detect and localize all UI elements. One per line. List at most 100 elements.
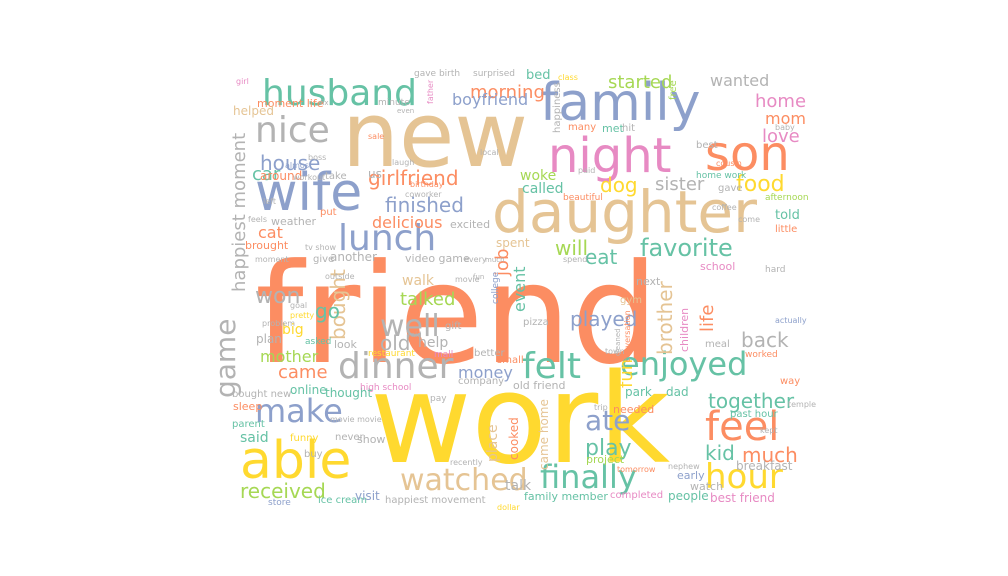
word-car: car: [252, 164, 281, 185]
word-home-work: home work: [696, 171, 747, 181]
word-pizza: pizza: [523, 317, 549, 328]
word-delicious: delicious: [372, 213, 442, 232]
word-walk: walk: [402, 273, 435, 289]
word-big: big: [282, 322, 304, 338]
word-money: money: [458, 363, 513, 382]
word-finally: finally: [540, 458, 637, 496]
word-will: will: [555, 236, 588, 260]
word-old-friend: old friend: [513, 379, 565, 392]
word-family-member: family member: [524, 490, 608, 503]
word-night: night: [548, 128, 671, 184]
word-asked: asked: [305, 337, 331, 347]
word-afternoon: afternoon: [765, 193, 809, 203]
word-local: local: [480, 148, 499, 157]
word-dad: dad: [666, 385, 689, 399]
word-tomorrow: tomorrow: [617, 465, 656, 474]
word-town: town: [605, 347, 625, 356]
word-give: give: [313, 254, 334, 265]
word-buy: buy: [304, 449, 323, 460]
word-felt: felt: [522, 346, 581, 387]
word-look: look: [334, 338, 358, 351]
word-helped: helped: [233, 104, 274, 118]
word-take: take: [325, 171, 347, 182]
word-surprised: surprised: [473, 69, 515, 79]
word-spent: spent: [496, 236, 530, 250]
word-paid: paid: [578, 166, 595, 175]
word-project: project: [586, 453, 625, 466]
word-small: small: [497, 355, 524, 366]
word-cat: cat: [258, 223, 283, 242]
word-coffee: coffee: [712, 203, 737, 212]
word-nephew: nephew: [668, 462, 700, 471]
word-dollar: dollar: [497, 503, 520, 512]
word-gym: gym: [620, 295, 642, 306]
word-college: college: [491, 271, 501, 304]
word-pay: pay: [430, 394, 447, 404]
word-baby: baby: [775, 123, 795, 132]
word-finished: finished: [385, 193, 464, 217]
word-watch: watch: [690, 480, 723, 493]
word-talk: talk: [505, 478, 532, 494]
word-game: game: [209, 319, 242, 398]
word-goal: goal: [290, 301, 307, 310]
word-even: even: [397, 107, 414, 115]
word-able: able: [240, 431, 351, 491]
word-cousin: cousin: [716, 159, 742, 168]
word-came-home: came home: [537, 399, 551, 470]
word-visit: visit: [355, 489, 380, 503]
word-girlfriend: girlfriend: [368, 166, 459, 190]
word-bed: bed: [526, 68, 551, 83]
word-lunch: lunch: [338, 218, 436, 259]
word-next: next: [636, 275, 661, 288]
word-many: many: [568, 122, 596, 133]
word-every: every: [464, 255, 487, 264]
word-received: received: [240, 479, 326, 503]
word-make: make: [255, 392, 343, 430]
word-go: go: [315, 299, 340, 323]
word-told: told: [775, 208, 800, 223]
word-little: little: [775, 224, 797, 235]
word-needed: needed: [613, 403, 654, 416]
word-feel: feel: [705, 404, 779, 450]
word-cooked: cooked: [507, 417, 521, 460]
word-class: class: [558, 73, 578, 82]
word-talked: talked: [400, 289, 455, 310]
word-back: back: [741, 328, 789, 352]
word-spend: spend: [563, 255, 587, 264]
word-meal: meal: [705, 339, 730, 350]
word-park: park: [625, 385, 652, 399]
word-food: food: [736, 172, 785, 197]
word-happiness: happiness: [552, 82, 563, 133]
word-family: family: [540, 73, 701, 133]
word-called: called: [522, 181, 564, 197]
word-never: never: [335, 432, 365, 443]
word-breakfast: breakfast: [736, 459, 793, 473]
word-put: put: [320, 207, 337, 218]
word-eat: eat: [585, 245, 618, 269]
word-gave-birth: gave birth: [414, 69, 460, 79]
word-met: met: [602, 122, 624, 135]
word-sleep: sleep: [233, 400, 262, 413]
word-played: played: [570, 307, 637, 331]
word-fun: fun: [473, 273, 484, 281]
word-together: together: [708, 389, 795, 413]
word-hour: hour: [705, 457, 783, 497]
word-old: old: [380, 331, 411, 355]
word-enjoyed: enjoyed: [620, 345, 747, 383]
word-wife: wife: [255, 163, 362, 223]
word-past-hour: past hour: [730, 409, 779, 420]
word-home: home: [755, 91, 806, 112]
word-excited: excited: [450, 218, 490, 231]
word-trip: trip: [594, 403, 608, 412]
word-hard: hard: [765, 265, 785, 275]
word-ice-cream: ice cream: [318, 495, 367, 506]
word-feels: feels: [248, 215, 267, 224]
word-happiest-moment: happiest moment: [229, 133, 250, 292]
word-much: much: [485, 256, 505, 264]
word-best-friend: best friend: [710, 491, 775, 505]
word-funny: funny: [290, 433, 319, 444]
word-high-school: high school: [360, 383, 411, 393]
word-parent: parent: [232, 419, 265, 430]
word-minute: minute: [378, 98, 410, 108]
